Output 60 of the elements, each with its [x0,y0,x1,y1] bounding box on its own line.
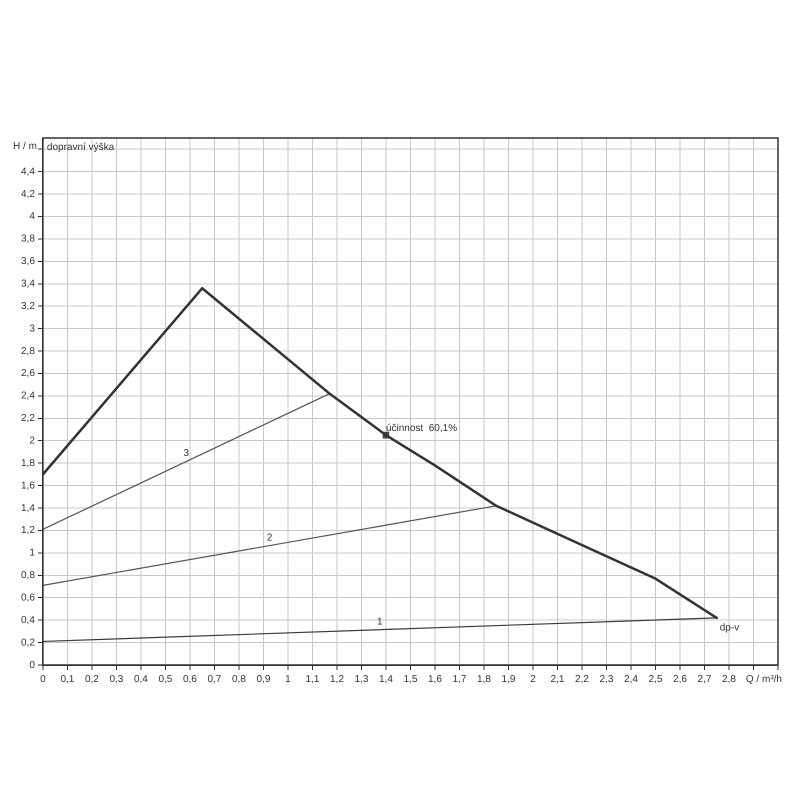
x-tick-label: 1 [285,674,292,685]
x-tick-label: 1,4 [378,674,394,685]
annotation: dp-v [720,622,740,634]
y-axis-title: H / m [13,140,37,152]
y-tick-label: 3,6 [20,256,36,268]
y-tick-label: 1,2 [20,525,36,536]
y-tick-label: 3,2 [20,300,36,312]
y-tick-label: 2,8 [20,346,36,357]
y-tick-label: 2,4 [20,390,36,402]
y-tick-label: 0,8 [20,570,36,582]
y-tick-label: 3 [29,323,36,334]
x-tick-label: 2,3 [600,674,614,685]
x-tick-label: 2,5 [648,674,663,685]
x-tick-label: 1,5 [404,674,418,685]
annotation: dopravní výška [46,142,115,153]
y-tick-label: 0,6 [20,592,36,604]
x-tick-label: 0 [40,674,46,685]
y-tick-label: 4,2 [20,188,36,200]
x-tick-label: 2 [530,674,536,685]
x-tick-label: 0,4 [134,674,148,685]
x-tick-label: 1,6 [428,674,442,685]
x-tick-label: 1,1 [305,674,320,685]
x-tick-label: 0,2 [84,674,100,685]
annotation: účinnost 60,1% [386,422,458,434]
x-axis-title: Q / m³/h [746,674,782,685]
y-tick-label: 3,4 [20,278,36,290]
y-tick-label: 4 [29,211,36,222]
x-tick-label: 1,9 [502,674,516,685]
y-tick-label: 3,8 [20,234,36,245]
x-tick-label: 1,7 [452,674,467,685]
x-tick-label: 2,8 [722,674,736,685]
y-tick-label: 1 [29,548,36,559]
x-tick-label: 0,8 [232,674,246,685]
series-label: 2 [266,532,273,544]
x-tick-label: 2,4 [624,674,638,685]
x-tick-label: 1,8 [477,674,492,685]
y-tick-label: 0 [29,660,36,671]
x-tick-label: 2,1 [550,674,565,685]
x-tick-label: 2,6 [673,674,688,685]
y-tick-label: 4,4 [20,166,36,178]
y-tick-label: 0,4 [20,614,36,626]
x-tick-label: 1,3 [354,674,369,685]
y-tick-label: 0,2 [20,637,36,648]
x-tick-label: 0,3 [109,674,124,685]
x-tick-label: 1,2 [330,674,344,685]
y-tick-label: 1,8 [20,458,36,469]
y-tick-label: 2,2 [20,413,36,424]
series-label: 1 [377,616,384,628]
x-tick-label: 0,7 [207,674,222,685]
y-tick-label: 2,6 [20,368,36,380]
y-tick-label: 2 [29,435,36,446]
x-tick-label: 0,1 [60,674,75,685]
y-tick-label: 1,6 [20,480,36,492]
x-tick-label: 0,9 [256,674,271,685]
series-label: 3 [183,448,190,460]
x-tick-label: 0,5 [158,674,173,685]
y-tick-label: 1,4 [20,502,36,514]
x-tick-label: 0,6 [182,674,198,685]
x-tick-label: 2,2 [575,674,590,685]
x-tick-label: 2,7 [698,674,712,685]
